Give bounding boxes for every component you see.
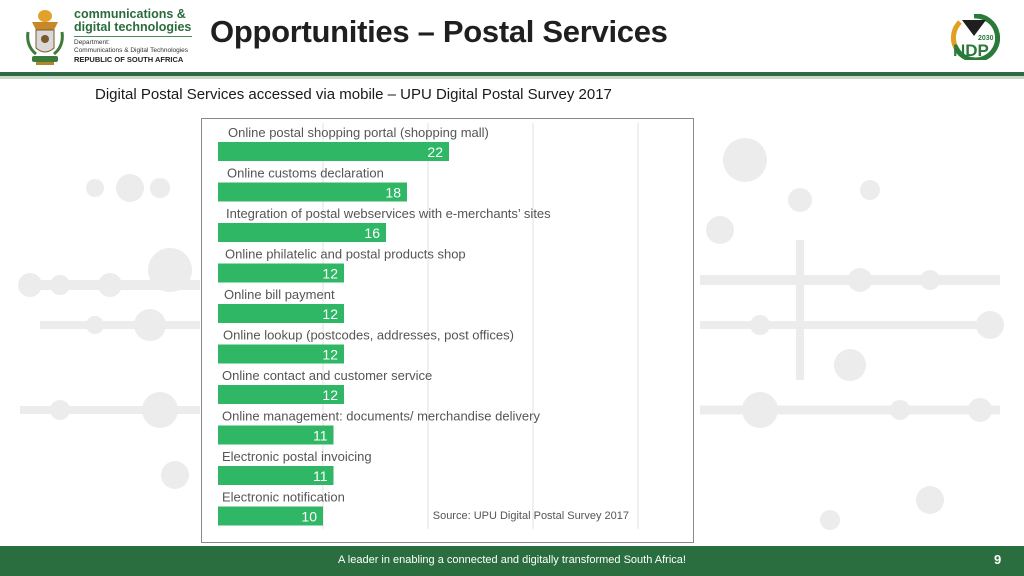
- category-label: Online customs declaration: [227, 166, 384, 181]
- ndp-2030-logo-icon: 2030 NDP: [950, 14, 1000, 60]
- bar-value-label: 10: [301, 509, 317, 525]
- header-divider: [0, 72, 1024, 76]
- coat-of-arms-icon: [26, 10, 64, 65]
- category-label: Online contact and customer service: [222, 368, 432, 383]
- background-circuit-decoration: [18, 138, 1004, 530]
- page-number: 9: [994, 552, 1002, 567]
- ndp-year: 2030: [978, 35, 994, 42]
- logo-divider: [74, 36, 192, 37]
- bar-value-label: 18: [385, 185, 401, 201]
- ndp-text: NDP: [953, 41, 989, 60]
- logo-title-line1: communications &: [74, 7, 186, 21]
- bar-value-label: 12: [322, 387, 338, 403]
- logo-dept-label: Department:: [74, 39, 110, 46]
- header-divider-light: [0, 76, 1024, 79]
- bar-value-label: 11: [313, 428, 328, 444]
- bar: [218, 263, 344, 283]
- bar: [218, 506, 323, 526]
- category-label: Electronic postal invoicing: [222, 449, 372, 464]
- bar-value-label: 12: [322, 266, 338, 282]
- bar: [218, 344, 344, 364]
- page-title: Opportunities – Postal Services: [210, 14, 668, 49]
- logo-country: REPUBLIC OF SOUTH AFRICA: [74, 55, 184, 64]
- category-label: Online philatelic and postal products sh…: [225, 247, 466, 262]
- category-label: Online management: documents/ merchandis…: [222, 409, 540, 424]
- bar-value-label: 12: [322, 306, 338, 322]
- bar: [218, 466, 334, 485]
- chart-subtitle: Digital Postal Services accessed via mob…: [95, 86, 612, 103]
- category-label: Integration of postal webservices with e…: [226, 206, 551, 221]
- category-label: Online lookup (postcodes, addresses, pos…: [223, 328, 514, 343]
- footer-bar: A leader in enabling a connected and dig…: [0, 546, 1024, 576]
- logo-title-line2: digital technologies: [74, 20, 192, 34]
- footer-slogan: A leader in enabling a connected and dig…: [338, 554, 686, 566]
- bar: [218, 385, 344, 404]
- bar-value-label: 16: [364, 225, 380, 241]
- chart-bars: Online postal shopping portal (shopping …: [218, 125, 551, 526]
- bar: [218, 304, 344, 323]
- bar-value-label: 12: [322, 347, 338, 363]
- bar: [218, 425, 334, 445]
- department-logo: communications & digital technologies De…: [24, 8, 194, 68]
- bar-value-label: 22: [427, 144, 443, 160]
- chart-container: Online postal shopping portal (shopping …: [201, 118, 694, 543]
- category-label: Online bill payment: [224, 287, 335, 302]
- bar: [218, 142, 449, 161]
- category-label: Electronic notification: [222, 490, 345, 505]
- bar: [218, 182, 407, 202]
- bar: [218, 223, 386, 242]
- logo-dept-name: Communications & Digital Technologies: [74, 47, 189, 54]
- category-label: Online postal shopping portal (shopping …: [228, 125, 489, 140]
- bar-chart: Online postal shopping portal (shopping …: [218, 123, 639, 529]
- bar-value-label: 11: [313, 468, 328, 484]
- chart-source: Source: UPU Digital Postal Survey 2017: [433, 510, 629, 522]
